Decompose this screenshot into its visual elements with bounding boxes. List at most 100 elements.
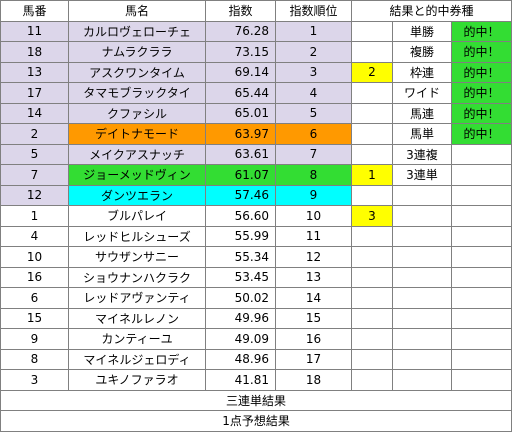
- index-rank-cell: 18: [275, 369, 352, 391]
- bet-type-cell: [392, 205, 452, 227]
- index-rank-cell: 7: [275, 143, 352, 165]
- bet-type-cell: ワイド: [392, 82, 452, 104]
- index-value-cell: 65.44: [205, 82, 276, 104]
- index-value-cell: 55.99: [205, 225, 276, 247]
- hit-status-cell: [450, 205, 513, 227]
- horse-number-cell: 2: [0, 123, 69, 145]
- header-horse-number: 馬番: [0, 0, 69, 22]
- table-row: 5 メイクアスナッチ 63.61 7 3連複: [0, 143, 513, 165]
- result-position-cell: [351, 266, 393, 288]
- result-position-cell: [351, 102, 393, 124]
- hit-status-cell: 的中！: [450, 61, 513, 83]
- hit-status-cell: [450, 369, 513, 391]
- index-value-cell: 76.28: [205, 20, 276, 42]
- bet-type-cell: [392, 184, 452, 206]
- horse-number-cell: 6: [0, 287, 69, 309]
- horse-name-cell: クファシル: [68, 102, 206, 124]
- horse-number-cell: 18: [0, 41, 69, 63]
- bet-type-cell: [392, 348, 452, 370]
- index-rank-cell: 2: [275, 41, 352, 63]
- index-rank-cell: 9: [275, 184, 352, 206]
- horse-number-cell: 17: [0, 82, 69, 104]
- horse-name-cell: ユキノファラオ: [68, 369, 206, 391]
- index-rank-cell: 4: [275, 82, 352, 104]
- index-value-cell: 55.34: [205, 246, 276, 268]
- index-rank-cell: 5: [275, 102, 352, 124]
- horse-number-cell: 16: [0, 266, 69, 288]
- horse-name-cell: レッドアヴァンティ: [68, 287, 206, 309]
- index-value-cell: 57.46: [205, 184, 276, 206]
- result-position-cell: [351, 246, 393, 268]
- index-value-cell: 49.09: [205, 328, 276, 350]
- horse-name-cell: ジョーメッドヴィン: [68, 164, 206, 186]
- horse-name-cell: アスクワンタイム: [68, 61, 206, 83]
- horse-name-cell: カンティーユ: [68, 328, 206, 350]
- index-value-cell: 48.96: [205, 348, 276, 370]
- index-value-cell: 65.01: [205, 102, 276, 124]
- index-rank-cell: 16: [275, 328, 352, 350]
- bet-type-cell: 馬連: [392, 102, 452, 124]
- index-rank-cell: 1: [275, 20, 352, 42]
- result-position-cell: [351, 307, 393, 329]
- hit-status-cell: [450, 287, 513, 309]
- result-position-cell: [351, 328, 393, 350]
- horse-number-cell: 11: [0, 20, 69, 42]
- table-row: 13 アスクワンタイム 69.14 3 2 枠連 的中！: [0, 61, 513, 83]
- index-rank-cell: 12: [275, 246, 352, 268]
- hit-status-cell: [450, 143, 513, 165]
- table-row: 7 ジョーメッドヴィン 61.07 8 1 3連単: [0, 164, 513, 186]
- one-point-result-label: 1点予想結果: [0, 410, 513, 432]
- index-rank-cell: 17: [275, 348, 352, 370]
- header-row: 馬番 馬名 指数 指数順位 結果と的中券種: [0, 0, 513, 22]
- index-rank-cell: 15: [275, 307, 352, 329]
- result-position-cell: [351, 287, 393, 309]
- bet-type-cell: [392, 266, 452, 288]
- bet-type-cell: 枠連: [392, 61, 452, 83]
- bet-type-cell: [392, 328, 452, 350]
- horse-number-cell: 15: [0, 307, 69, 329]
- horse-number-cell: 14: [0, 102, 69, 124]
- index-value-cell: 56.60: [205, 205, 276, 227]
- horse-number-cell: 13: [0, 61, 69, 83]
- horse-name-cell: レッドヒルシューズ: [68, 225, 206, 247]
- footer-row-trifecta: 三連単結果: [0, 389, 513, 411]
- table-row: 16 ショウナンハクラク 53.45 13: [0, 266, 513, 288]
- header-index-rank: 指数順位: [275, 0, 352, 22]
- index-value-cell: 53.45: [205, 266, 276, 288]
- horse-number-cell: 5: [0, 143, 69, 165]
- horse-number-cell: 8: [0, 348, 69, 370]
- hit-status-cell: 的中！: [450, 82, 513, 104]
- table-row: 10 サウザンサニー 55.34 12: [0, 246, 513, 268]
- index-rank-cell: 13: [275, 266, 352, 288]
- hit-status-cell: 的中！: [450, 41, 513, 63]
- result-position-cell: [351, 348, 393, 370]
- horse-number-cell: 4: [0, 225, 69, 247]
- hit-status-cell: [450, 225, 513, 247]
- horse-name-cell: ダンツエラン: [68, 184, 206, 206]
- bet-type-cell: [392, 246, 452, 268]
- horse-number-cell: 3: [0, 369, 69, 391]
- hit-status-cell: [450, 348, 513, 370]
- bet-type-cell: [392, 369, 452, 391]
- result-position-cell: 3: [351, 205, 393, 227]
- horse-name-cell: マイネルレノン: [68, 307, 206, 329]
- table-row: 9 カンティーユ 49.09 16: [0, 328, 513, 350]
- horse-name-cell: デイトナモード: [68, 123, 206, 145]
- index-rank-cell: 11: [275, 225, 352, 247]
- hit-status-cell: 的中！: [450, 20, 513, 42]
- horse-name-cell: メイクアスナッチ: [68, 143, 206, 165]
- table-row: 2 デイトナモード 63.97 6 馬単 的中！: [0, 123, 513, 145]
- hit-status-cell: [450, 246, 513, 268]
- table-row: 4 レッドヒルシューズ 55.99 11: [0, 225, 513, 247]
- table-row: 12 ダンツエラン 57.46 9: [0, 184, 513, 206]
- bet-type-cell: [392, 307, 452, 329]
- horse-number-cell: 1: [0, 205, 69, 227]
- result-position-cell: [351, 369, 393, 391]
- hit-status-cell: [450, 164, 513, 186]
- index-value-cell: 73.15: [205, 41, 276, 63]
- horse-name-cell: タマモブラックタイ: [68, 82, 206, 104]
- hit-status-cell: 的中！: [450, 123, 513, 145]
- table-row: 14 クファシル 65.01 5 馬連 的中！: [0, 102, 513, 124]
- horse-number-cell: 7: [0, 164, 69, 186]
- horse-name-cell: ブルパレイ: [68, 205, 206, 227]
